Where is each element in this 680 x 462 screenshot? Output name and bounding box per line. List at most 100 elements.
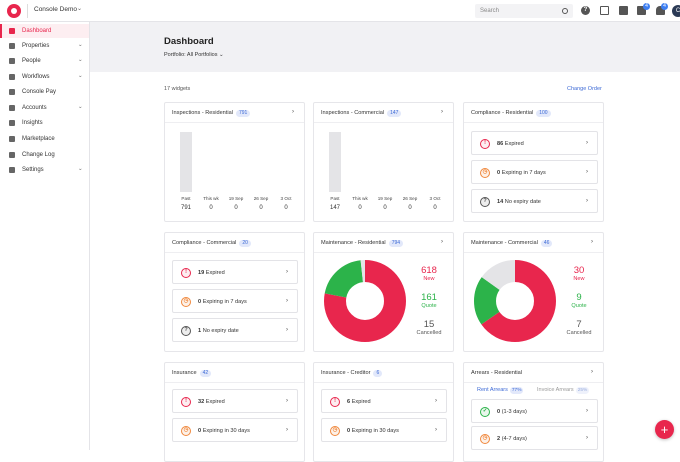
- chevron-right-icon: ›: [586, 139, 588, 146]
- sidebar-item-accounts[interactable]: Accounts ⌄: [0, 101, 89, 115]
- stat-cancelled[interactable]: 7 Cancelled: [559, 319, 599, 336]
- mail-icon[interactable]: [637, 6, 646, 15]
- card-title-text: Inspections - Commercial: [321, 110, 385, 116]
- slice-quote[interactable]: [474, 260, 556, 342]
- bar-value-label: 0: [408, 205, 412, 211]
- search-placeholder: Search: [480, 7, 500, 14]
- list-item[interactable]: ! 32 Expired ›: [172, 389, 298, 413]
- tab-invoice-arrears[interactable]: Invoice Arrears 25%: [537, 387, 590, 394]
- bar-value-label: 0: [259, 205, 263, 211]
- stat-quote[interactable]: 161 Quote: [409, 292, 449, 309]
- list-item[interactable]: ? 1 No expiry date ›: [172, 318, 298, 342]
- list-item[interactable]: ! 19 Expired ›: [172, 260, 298, 284]
- card-title: Compliance - Residential 100: [471, 110, 551, 117]
- chevron-right-icon[interactable]: ›: [441, 109, 443, 115]
- chevron-down-icon: ⌄: [78, 166, 83, 172]
- sidebar-item-marketplace[interactable]: Marketplace: [0, 132, 89, 146]
- stat-value: 30: [573, 265, 585, 276]
- chevron-right-icon: ›: [435, 397, 437, 404]
- list-item[interactable]: ◷ 0 Expiring in 30 days ›: [321, 418, 447, 442]
- chevron-right-icon: ›: [286, 426, 288, 433]
- sidebar-item-dashboard[interactable]: Dashboard: [0, 24, 89, 38]
- card-title: Inspections - Residential 791: [172, 110, 251, 117]
- insights-icon: [9, 120, 15, 126]
- bar-past[interactable]: [180, 132, 192, 192]
- bar-value-label: 0: [209, 205, 213, 211]
- list-item[interactable]: ✓ 0 (1-3 days) ›: [471, 399, 598, 423]
- bar-past[interactable]: [329, 132, 341, 192]
- card-title-text: Maintenance - Commercial: [471, 240, 538, 246]
- bar-value-label: 0: [234, 205, 238, 211]
- row-text: 0 Expiring in 7 days: [198, 298, 247, 305]
- tab-rent-arrears[interactable]: Rent Arrears 77%: [477, 387, 524, 394]
- list-item[interactable]: ◷ 0 Expiring in 7 days ›: [172, 289, 298, 313]
- search-input[interactable]: Search: [475, 4, 573, 18]
- sidebar-item-workflows[interactable]: Workflows ⌄: [0, 70, 89, 84]
- card-header[interactable]: Insurance 42: [165, 363, 304, 383]
- list-item[interactable]: ◷ 2 (4-7 days) ›: [471, 426, 598, 450]
- chevron-right-icon: ›: [286, 297, 288, 304]
- sidebar-item-change-log[interactable]: Change Log: [0, 148, 89, 162]
- stat-label: Quote: [571, 303, 587, 309]
- folder-icon[interactable]: [619, 6, 628, 15]
- card-header[interactable]: Compliance - Residential 100: [464, 103, 603, 123]
- chevron-right-icon: ›: [586, 168, 588, 175]
- bar-category-label: This wk: [352, 196, 368, 201]
- card-title-text: Insurance - Creditor: [321, 370, 371, 376]
- slice-cancelled[interactable]: [474, 260, 556, 342]
- change-order-link[interactable]: Change Order: [567, 86, 602, 92]
- row-text: 32 Expired: [198, 398, 225, 405]
- chevron-right-icon[interactable]: ›: [591, 369, 593, 375]
- chevron-right-icon[interactable]: ›: [591, 239, 593, 245]
- card-header[interactable]: Maintenance - Commercial 46 ›: [464, 233, 603, 253]
- sidebar-item-label: Properties: [22, 42, 50, 49]
- card-header[interactable]: Compliance - Commercial 20: [165, 233, 304, 253]
- stat-new[interactable]: 30 New: [559, 265, 599, 282]
- chevron-right-icon[interactable]: ›: [441, 239, 443, 245]
- card-header[interactable]: Maintenance - Residential 794 ›: [314, 233, 453, 253]
- stat-new[interactable]: 618 New: [409, 265, 449, 282]
- sidebar-item-insights[interactable]: Insights: [0, 116, 89, 130]
- card-header[interactable]: Insurance - Creditor 6: [314, 363, 453, 383]
- org-switcher-label[interactable]: Console Demo: [34, 6, 77, 13]
- list-item[interactable]: ! 6 Expired ›: [321, 389, 447, 413]
- stat-value: 9: [576, 292, 582, 303]
- mail-badge: 4: [643, 3, 650, 10]
- card-header[interactable]: Inspections - Residential 791 ›: [165, 103, 304, 123]
- sidebar: Dashboard Properties ⌄ People ⌄ Workflows ⌄…: [0, 22, 90, 450]
- search-icon[interactable]: [562, 7, 568, 14]
- chevron-right-icon[interactable]: ›: [292, 109, 294, 115]
- list-item[interactable]: ? 14 No expiry date ›: [471, 189, 598, 213]
- slice-cancelled[interactable]: [324, 260, 406, 342]
- card-header[interactable]: Inspections - Commercial 147 ›: [314, 103, 453, 123]
- list-item[interactable]: ◷ 0 Expiring in 30 days ›: [172, 418, 298, 442]
- sidebar-item-settings[interactable]: Settings ⌄: [0, 163, 89, 177]
- sidebar-item-console-pay[interactable]: Console Pay: [0, 85, 89, 99]
- chevron-right-icon: ›: [586, 434, 588, 441]
- list-item[interactable]: ◷ 0 Expiring in 7 days ›: [471, 160, 598, 184]
- chevron-right-icon: ›: [286, 397, 288, 404]
- chevron-right-icon: ›: [435, 426, 437, 433]
- stat-quote[interactable]: 9 Quote: [559, 292, 599, 309]
- card-title: Arrears - Residential: [471, 370, 522, 376]
- sidebar-item-properties[interactable]: Properties ⌄: [0, 39, 89, 53]
- alert-icon: !: [330, 396, 340, 407]
- stat-label: Cancelled: [566, 330, 592, 336]
- sidebar-item-people[interactable]: People ⌄: [0, 54, 89, 68]
- chevron-down-icon[interactable]: ⌄: [77, 6, 83, 12]
- bar-category-label: Past: [330, 196, 340, 201]
- list-item[interactable]: ! 86 Expired ›: [471, 131, 598, 155]
- monitor-icon[interactable]: [600, 6, 609, 15]
- stat-cancelled[interactable]: 15 Cancelled: [409, 319, 449, 336]
- bell-icon[interactable]: [656, 6, 665, 15]
- alert-icon: !: [480, 138, 490, 149]
- money-icon: [9, 105, 15, 111]
- card-header[interactable]: Arrears - Residential ›: [464, 363, 603, 383]
- help-icon[interactable]: ?: [581, 6, 590, 15]
- avatar[interactable]: C: [672, 5, 680, 17]
- add-button[interactable]: +: [655, 420, 674, 439]
- count-badge: 791: [235, 110, 251, 117]
- app-logo[interactable]: [7, 4, 21, 18]
- row-text: 0 (1-3 days): [497, 408, 527, 415]
- portfolio-selector[interactable]: Portfolio: All Portfolios ⌄: [164, 52, 224, 58]
